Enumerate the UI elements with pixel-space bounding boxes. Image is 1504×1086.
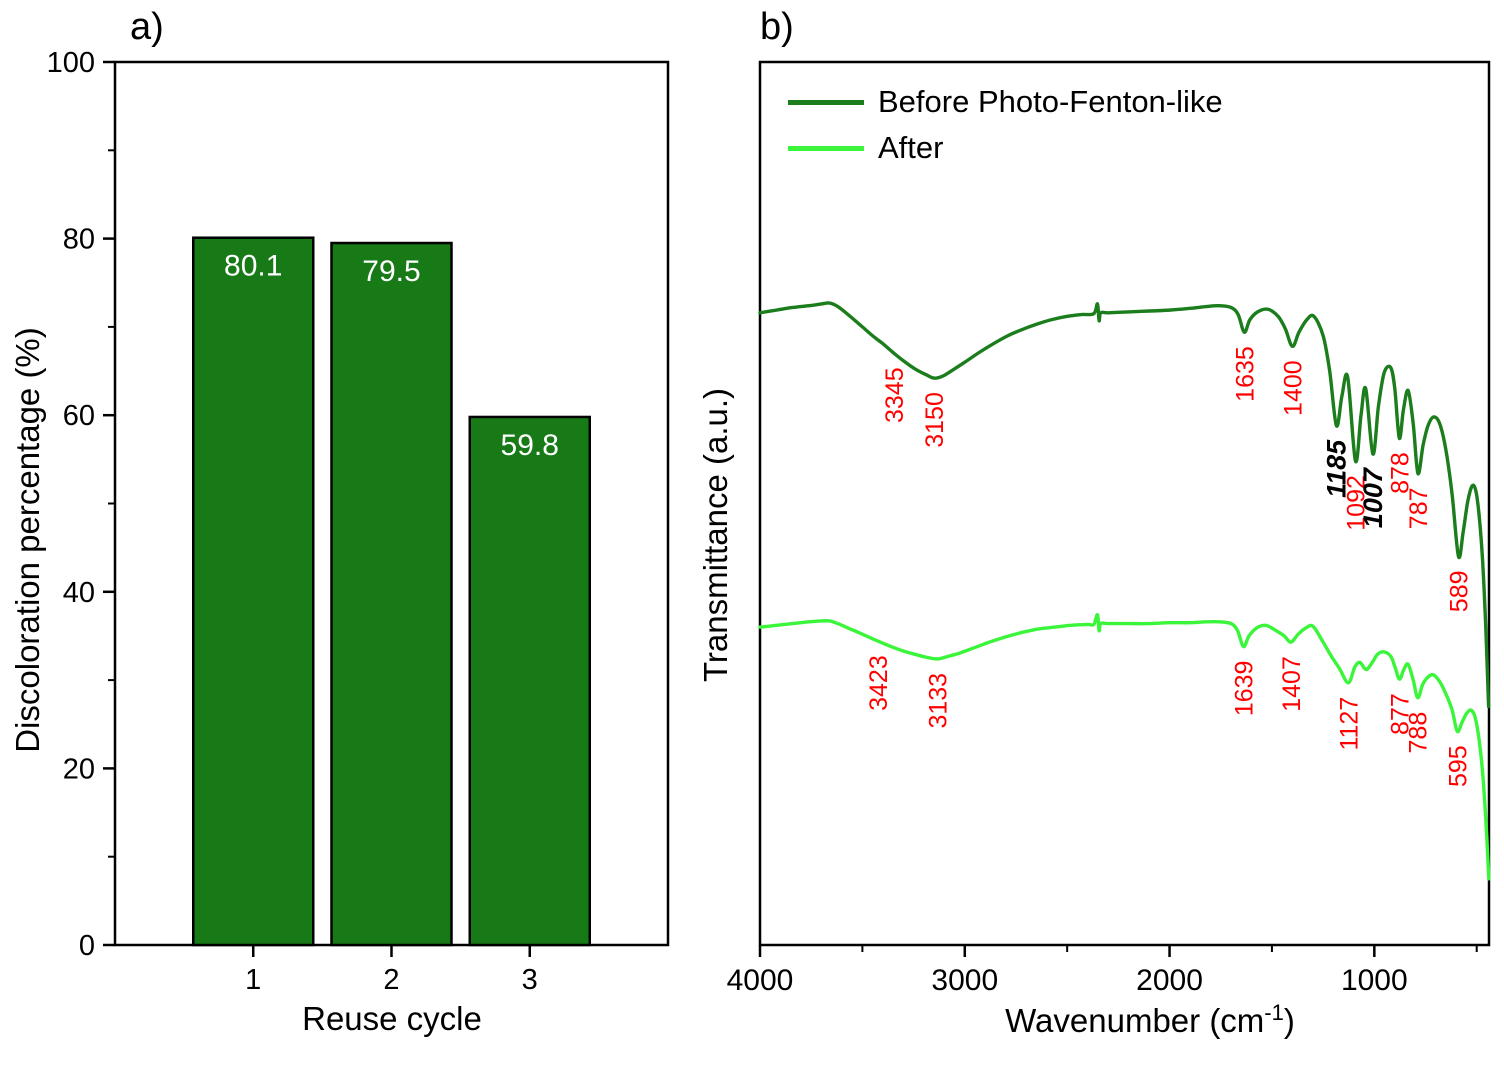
legend-label-after: After — [878, 130, 944, 165]
panel-a-x-tick-label: 3 — [522, 964, 538, 996]
panel-b-frame — [758, 60, 1491, 947]
panel-b-x-axis-title: Wavenumber (cm-1) — [1005, 1000, 1295, 1040]
peak-annotation-787: 787 — [1405, 487, 1433, 529]
peak-annotation-1127: 1127 — [1335, 697, 1363, 751]
panel-a-y-tick-label: 20 — [63, 753, 95, 785]
peak-annotation-3345: 3345 — [881, 367, 909, 423]
panel-a-x-tick-label: 1 — [245, 964, 261, 996]
peak-annotation-3150: 3150 — [921, 392, 949, 448]
legend-label-before: Before Photo-Fenton-like — [878, 84, 1223, 119]
peak-annotation-595: 595 — [1444, 745, 1472, 787]
panel-b-x-tick-label: 3000 — [931, 964, 998, 997]
peak-annotation-3423: 3423 — [865, 655, 893, 711]
peak-annotation-877: 877 — [1387, 693, 1415, 735]
panel-b-label: b) — [760, 6, 794, 48]
bar-value-label: 80.1 — [224, 250, 282, 283]
panel-a-y-axis-title: Discoloration percentage (%) — [9, 327, 46, 753]
legend: Before Photo-Fenton-like After — [788, 84, 1223, 166]
peak-annotation-1092: 1092 — [1342, 475, 1370, 531]
panel-a-y-tick-label: 60 — [63, 400, 95, 432]
bar-cycle-3 — [468, 415, 591, 947]
bar-cycle-1 — [192, 236, 315, 947]
legend-entry-before: Before Photo-Fenton-like — [788, 84, 1223, 120]
peak-annotation-589: 589 — [1445, 570, 1473, 612]
panel-b-x-tick-label: 4000 — [727, 964, 794, 997]
x-axis-title-text-close: ) — [1283, 1002, 1295, 1039]
panel-a-x-tick-label: 2 — [383, 964, 399, 996]
panel-a-y-tick-label: 80 — [63, 224, 95, 256]
peak-annotation-1635: 1635 — [1231, 346, 1259, 402]
panel-a-y-tick-label: 100 — [47, 47, 95, 79]
panel-a-y-tick-label: 40 — [63, 577, 95, 609]
legend-line-after — [788, 145, 864, 151]
panel-b-y-axis-title: Transmittance (a.u.) — [697, 387, 734, 683]
panel-b-x-tick-label: 1000 — [1341, 964, 1408, 997]
peak-annotation-1407: 1407 — [1278, 656, 1306, 712]
x-axis-title-text: Wavenumber (cm — [1005, 1002, 1265, 1039]
bar-cycle-2 — [330, 241, 453, 947]
spectrum-line-before — [758, 301, 1491, 709]
panel-a-x-axis-title: Reuse cycle — [302, 1000, 482, 1037]
peak-annotation-1400: 1400 — [1279, 360, 1307, 416]
panel-a-y-tick-label: 0 — [79, 930, 95, 962]
peak-annotation-3133: 3133 — [925, 673, 953, 729]
x-axis-title-superscript: -1 — [1264, 1000, 1284, 1025]
legend-entry-after: After — [788, 130, 1223, 166]
peak-annotation-788: 788 — [1405, 712, 1433, 754]
panel-a-label: a) — [130, 6, 164, 48]
peak-annotation-1185: 1185 — [1321, 439, 1351, 498]
legend-line-before — [788, 99, 864, 105]
peak-annotation-1007: 1007 — [1358, 466, 1388, 528]
bar-value-label: 59.8 — [501, 429, 559, 462]
peak-annotation-1639: 1639 — [1230, 661, 1258, 717]
peak-annotation-878: 878 — [1386, 452, 1414, 494]
spectrum-line-after — [758, 613, 1491, 881]
panel-b-x-tick-label: 2000 — [1136, 964, 1203, 997]
bar-value-label: 79.5 — [362, 255, 420, 288]
